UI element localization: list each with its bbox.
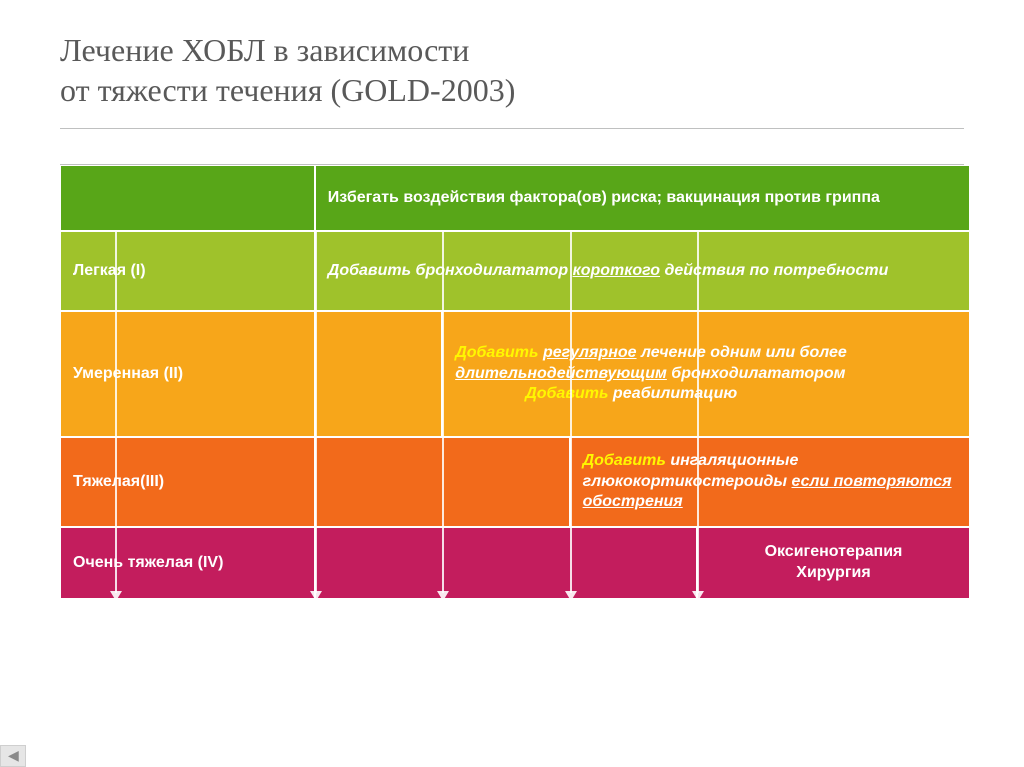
- stage-name-4: Очень тяжелая (IV): [73, 553, 223, 574]
- stage-label-0: [60, 165, 315, 231]
- stage-label-3: Тяжелая(III): [60, 437, 315, 527]
- stage-label-4: Очень тяжелая (IV): [60, 527, 315, 599]
- arrow-line-2: [442, 231, 444, 593]
- row2-l1e: бронходилататором: [667, 365, 846, 382]
- title-line-1: Лечение ХОБЛ в зависимости: [60, 32, 469, 68]
- stage-content-1: Добавить бронходилататор короткого дейст…: [315, 231, 970, 311]
- row3-text: Добавить ингаляционные глюкокортикостеро…: [583, 451, 957, 513]
- stage-row-4: Очень тяжелая (IV) Оксигенотерапия Хирур…: [60, 527, 970, 599]
- row1-mid: бронходилататор: [411, 262, 572, 279]
- stage-row-2: Умеренная (II) Добавить регулярное лечен…: [60, 311, 970, 437]
- stage-label-1: Легкая (I): [60, 231, 315, 311]
- stage-name-2: Умеренная (II): [73, 364, 183, 385]
- row1-suffix: действия по потребности: [660, 262, 888, 279]
- row2-l1b: регулярное: [543, 344, 637, 361]
- arrow-head-4: [692, 591, 704, 601]
- row1-prefix: Добавить: [328, 262, 411, 279]
- stage-row-0: Избегать воздействия фактора(ов) риска; …: [60, 165, 970, 231]
- play-icon: ▶: [8, 748, 19, 765]
- arrow-line-1: [315, 231, 317, 593]
- row2-l1a: Добавить: [455, 344, 538, 361]
- stage-content-2: Добавить регулярное лечение одним или бо…: [442, 311, 970, 437]
- row4-text: Оксигенотерапия Хирургия: [710, 542, 957, 584]
- row2-l2b: реабилитацию: [608, 385, 737, 402]
- arrow-head-0: [110, 591, 122, 601]
- arrow-line-4: [697, 231, 699, 593]
- stage-content-0: Избегать воздействия фактора(ов) риска; …: [315, 165, 970, 231]
- slide-title: Лечение ХОБЛ в зависимости от тяжести те…: [60, 30, 964, 129]
- stage-name-1: Легкая (I): [73, 261, 146, 282]
- row4-l1: Оксигенотерапия: [765, 543, 903, 560]
- arrow-line-0: [115, 231, 117, 593]
- stage-label-2: Умеренная (II): [60, 311, 315, 437]
- step-chart: Избегать воздействия фактора(ов) риска; …: [60, 165, 970, 599]
- chart-container: Избегать воздействия фактора(ов) риска; …: [60, 164, 964, 599]
- row0-text: Избегать воздействия фактора(ов) риска; …: [328, 188, 880, 209]
- row1-text: Добавить бронходилататор короткого дейст…: [328, 261, 889, 282]
- arrow-head-3: [565, 591, 577, 601]
- row1-under: короткого: [573, 262, 660, 279]
- arrow-head-1: [310, 591, 322, 601]
- row3-a: Добавить: [583, 452, 666, 469]
- row4-l2: Хирургия: [796, 564, 870, 581]
- arrow-head-2: [437, 591, 449, 601]
- prev-slide-button[interactable]: ▶: [0, 745, 26, 767]
- row2-gap: [315, 311, 442, 437]
- stage-row-3: Тяжелая(III) Добавить ингаляционные глюк…: [60, 437, 970, 527]
- row4-gap: [315, 527, 697, 599]
- row2-l2a: Добавить: [525, 385, 608, 402]
- row2-l1c: лечение одним или более: [637, 344, 847, 361]
- stage-content-4: Оксигенотерапия Хирургия: [697, 527, 970, 599]
- arrow-line-3: [570, 231, 572, 593]
- stage-content-3: Добавить ингаляционные глюкокортикостеро…: [570, 437, 970, 527]
- stage-name-3: Тяжелая(III): [73, 472, 164, 493]
- row2-l1d: длительнодействующим: [455, 365, 667, 382]
- row2-text: Добавить регулярное лечение одним или бо…: [455, 343, 957, 405]
- stage-row-1: Легкая (I) Добавить бронходилататор коро…: [60, 231, 970, 311]
- title-line-2: от тяжести течения (GOLD-2003): [60, 72, 515, 108]
